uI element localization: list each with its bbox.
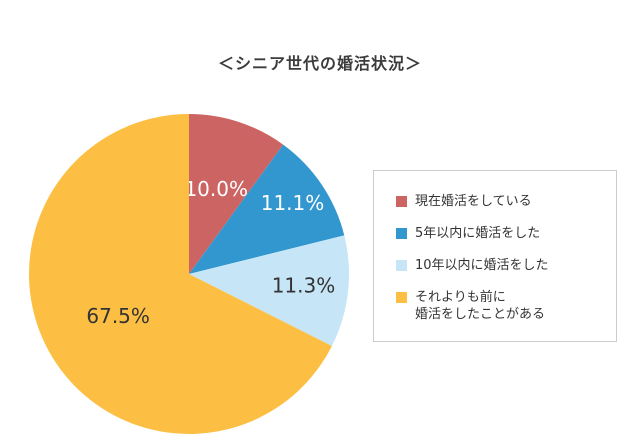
- slice-value-label-3: 11.3%: [272, 273, 336, 297]
- legend-label: それよりも前に 婚活をしたことがある: [415, 290, 546, 322]
- slice-value-label-4: 67.5%: [86, 304, 150, 328]
- legend-swatch: [396, 260, 407, 271]
- legend-swatch: [396, 292, 407, 303]
- legend-label: 5年以内に婚活をした: [415, 226, 541, 241]
- slice-value-label-2: 11.1%: [261, 191, 325, 215]
- legend-item: 10年以内に婚活をした: [396, 257, 616, 274]
- chart-title: ＜シニア世代の婚活状況＞: [217, 54, 422, 73]
- pie-slice-1: [189, 114, 284, 274]
- pie-slice-3: [189, 235, 350, 347]
- legend-swatch: [396, 228, 407, 239]
- legend-label: 10年以内に婚活をした: [415, 258, 549, 273]
- slice-value-label-1: 10.0%: [184, 177, 248, 201]
- legend-item: それよりも前に 婚活をしたことがある: [396, 289, 616, 323]
- legend-item: 現在婚活をしている: [396, 193, 616, 210]
- legend-label: 現在婚活をしている: [415, 194, 532, 209]
- pie-slice-4: [28, 114, 332, 434]
- legend-swatch: [396, 196, 407, 207]
- legend: 現在婚活をしている 5年以内に婚活をした 10年以内に婚活をしたそれよりも前に 婚活…: [373, 170, 617, 342]
- pie-slice-2: [189, 144, 345, 274]
- legend-item: 5年以内に婚活をした: [396, 225, 616, 242]
